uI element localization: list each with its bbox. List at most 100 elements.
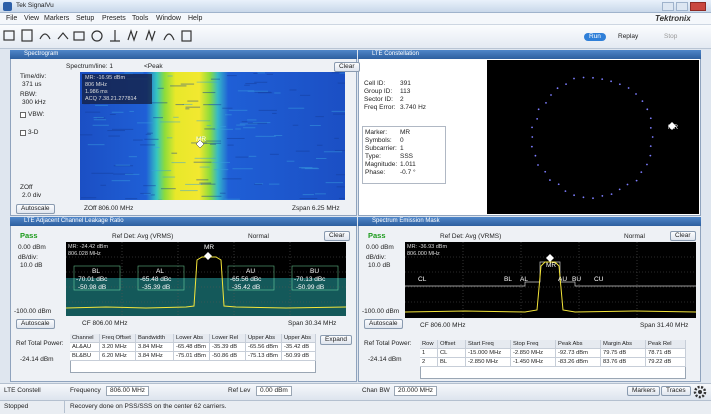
autoscale-button[interactable]: Autoscale [364,319,403,329]
panel-title-bar [358,217,701,226]
minimize-button[interactable] [662,2,674,11]
ref-total-label: Ref Total Power: [16,340,64,347]
noise-stroke [166,137,173,139]
table-cell: BL [438,358,466,367]
autoscale-button[interactable]: Autoscale [16,319,55,329]
info-value: 3.740 Hz [400,104,427,111]
title-bar [0,0,711,13]
symbol-dot [573,77,575,80]
info-value: -0.7 ° [400,169,416,176]
channel-name: AU [246,268,256,275]
marker-label: MR [668,124,679,131]
noise-stroke [335,174,345,176]
menu-item[interactable]: Presets [102,15,126,22]
noise-stroke [316,158,327,160]
channel-abs: -35.39 dB [142,284,171,291]
ref-total-value: -24.14 dBm [368,356,402,363]
noise-stroke [196,120,211,122]
close-button[interactable] [690,2,706,11]
setting-value: 371 us [22,81,42,88]
3d-checkbox[interactable] [20,130,26,136]
noise-stroke [140,192,151,194]
noise-stroke [224,114,232,116]
ref-detection: Ref Det: Avg (VRMS) [440,233,502,240]
menu-item[interactable]: View [24,15,40,22]
info-label: Cell ID: [364,80,386,87]
menu-item[interactable]: Setup [76,15,95,22]
marker-readout-line: MR: -16.95 dBm [85,75,126,81]
table-cell: -50.99 dB [282,352,316,361]
table-cell: -65.48 dBm [174,343,210,352]
table-cell: -75.13 dBm [246,352,282,361]
noise-stroke [147,132,153,134]
noise-stroke [288,107,305,109]
symbol-dot [649,145,652,148]
field-label: Chan BW [362,387,390,394]
symbol-dot [582,196,585,199]
clear-button[interactable]: Clear [324,231,350,241]
table-cell: CL [438,349,466,358]
ref-level-field[interactable]: 0.00 dBm [256,386,292,396]
noise-stroke [115,164,131,166]
noise-stroke [113,173,134,175]
noise-stroke [125,198,138,200]
menu-item[interactable]: File [6,15,18,22]
noise-stroke [129,110,134,112]
traces-button[interactable]: Traces [661,386,691,396]
clear-button[interactable]: Clear [334,62,360,72]
noise-stroke [185,106,201,108]
info-value: MR [400,129,411,136]
replay-button[interactable]: Replay [618,33,639,40]
frequency-field[interactable]: 806.00 MHz [106,386,150,396]
symbol-dot [592,197,594,200]
symbol-dot [626,183,629,186]
table-header: Margin Abs [601,340,646,349]
vbw-checkbox[interactable] [20,112,26,118]
run-button[interactable]: Run [584,33,606,41]
noise-stroke [269,153,279,155]
toolbar-icons [3,29,192,42]
status-message: Recovery done on PSS/SSS on the center 6… [70,403,227,410]
panel-title: Spectrum Emission Mask [372,218,440,224]
clear-button[interactable]: Clear [670,231,696,241]
menu-item[interactable]: Tools [132,15,149,22]
symbol-dot [618,83,621,86]
noise-stroke [128,156,137,158]
status-divider [64,401,65,413]
panel-title: Spectrogram [24,51,59,57]
noise-stroke [316,144,323,146]
app-icon [3,2,12,11]
noise-stroke [331,110,345,112]
noise-stroke [228,109,248,111]
maximize-button[interactable] [676,2,688,11]
markers-button[interactable]: Markers [627,386,661,396]
stop-button[interactable]: Stop [664,33,678,40]
noise-stroke [151,170,172,172]
menu-item[interactable]: Window [156,15,181,22]
settings-gear[interactable] [693,385,707,399]
noise-stroke [325,182,344,184]
status-state: Stopped [4,403,29,410]
noise-stroke [295,150,310,152]
marker-readout-line: MR: -24.42 dBm [68,244,109,250]
marker-label: MR [196,136,207,143]
noise-stroke [108,135,120,137]
menu-item[interactable]: Help [188,15,203,22]
menu-item[interactable]: Markers [44,15,70,22]
autoscale-button[interactable]: Autoscale [16,204,55,214]
noise-stroke [247,119,257,121]
noise-stroke [167,75,173,77]
noise-stroke [124,72,144,74]
panel-title-bar [10,50,357,59]
chan-bw-field[interactable]: 20.000 MHz [394,386,438,396]
marker-readout-line: 806 MHz [85,82,108,88]
noise-stroke [253,72,258,74]
noise-stroke [232,168,253,170]
y-bottom-label: -100.00 dBm [362,308,400,315]
noise-stroke [239,123,258,125]
expand-button[interactable]: Expand [320,335,353,345]
noise-stroke [222,178,242,180]
symbol-dot [649,117,652,120]
symbol-dot [531,136,534,138]
